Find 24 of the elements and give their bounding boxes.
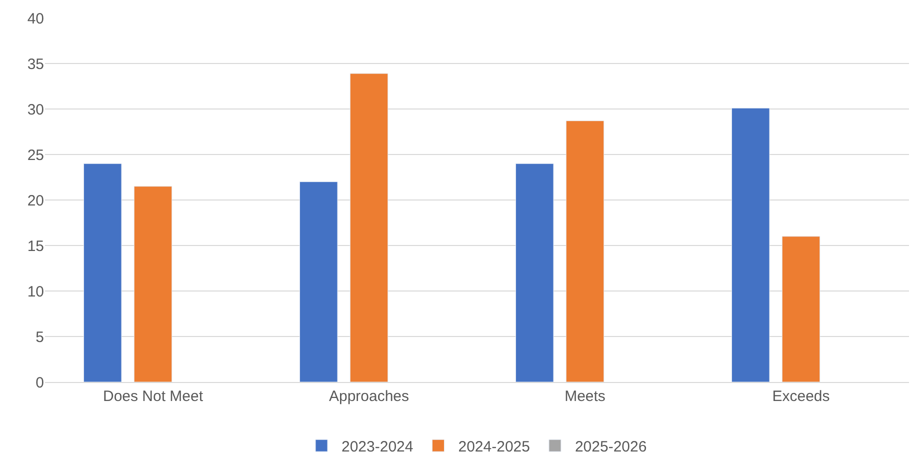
x-tick-label: Meets bbox=[564, 388, 606, 405]
x-tick-label: Exceeds bbox=[772, 388, 830, 405]
bar bbox=[566, 120, 604, 382]
bar bbox=[299, 182, 338, 382]
legend-label: 2024-2025 bbox=[458, 438, 530, 456]
bar bbox=[515, 163, 554, 382]
y-tick-label: 30 bbox=[27, 101, 44, 118]
y-tick-label: 40 bbox=[27, 10, 44, 28]
bar bbox=[350, 73, 388, 382]
x-tick-label: Does Not Meet bbox=[102, 388, 204, 405]
y-tick-label: 0 bbox=[36, 374, 44, 392]
bar bbox=[731, 108, 770, 382]
bar bbox=[83, 163, 122, 382]
y-tick-label: 20 bbox=[27, 192, 44, 210]
legend-label: 2023-2024 bbox=[342, 438, 414, 456]
y-tick-label: 35 bbox=[27, 56, 44, 73]
x-tick-label: Approaches bbox=[328, 388, 410, 405]
legend-label: 2025-2026 bbox=[574, 438, 647, 456]
y-tick-label: 5 bbox=[36, 328, 44, 346]
bar bbox=[782, 236, 820, 382]
y-tick-label: 15 bbox=[27, 238, 44, 255]
y-tick-label: 10 bbox=[27, 283, 44, 300]
y-tick-label: 25 bbox=[27, 146, 44, 164]
bar bbox=[134, 186, 172, 382]
